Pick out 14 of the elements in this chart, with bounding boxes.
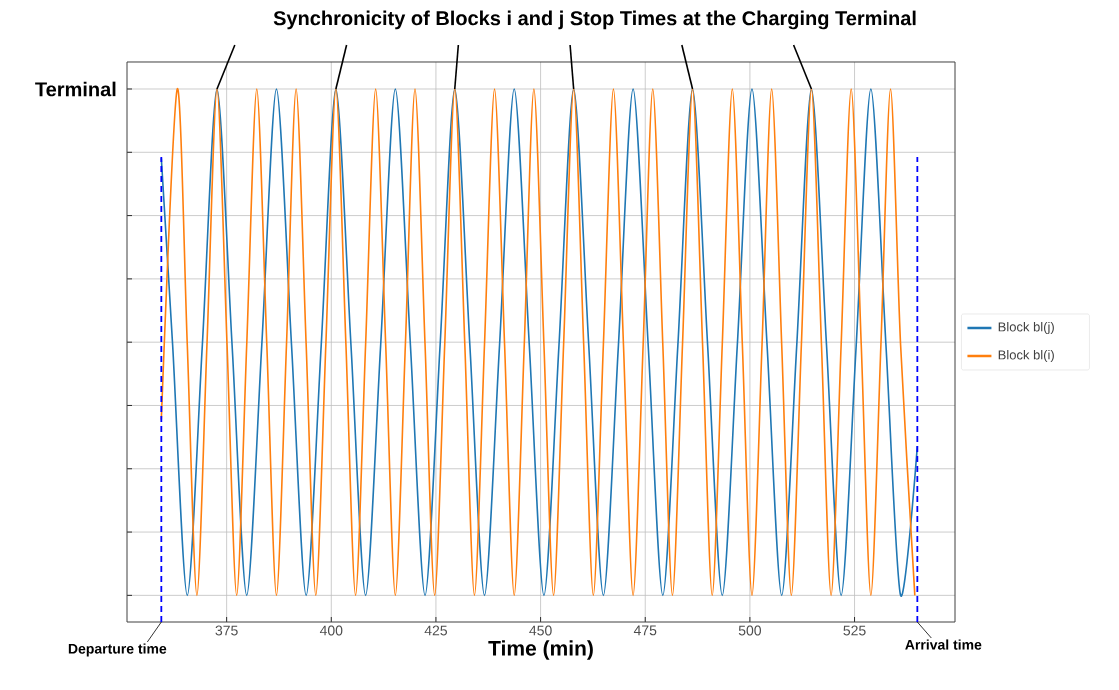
x-tick-label: 400 bbox=[319, 625, 343, 636]
x-tick-label: 475 bbox=[633, 625, 657, 636]
ref-line-label: Departure time bbox=[68, 643, 167, 657]
legend-label: Block bl(i) bbox=[998, 349, 1054, 363]
x-tick-label: 450 bbox=[529, 625, 552, 636]
ref-line-label: Arrival time bbox=[905, 639, 982, 650]
x-axis-title: Time (min) bbox=[488, 640, 593, 660]
chart-title: Synchronicity of Blocks i and j Stop Times at the Charging Terminal bbox=[273, 10, 916, 30]
y-axis-title: Terminal bbox=[35, 81, 116, 97]
legend-label: Block bl(j) bbox=[998, 321, 1054, 335]
x-tick-label: 425 bbox=[424, 625, 448, 636]
x-tick-label: 500 bbox=[738, 625, 762, 636]
x-tick-label: 375 bbox=[215, 625, 238, 636]
x-tick-label: 525 bbox=[843, 625, 866, 636]
